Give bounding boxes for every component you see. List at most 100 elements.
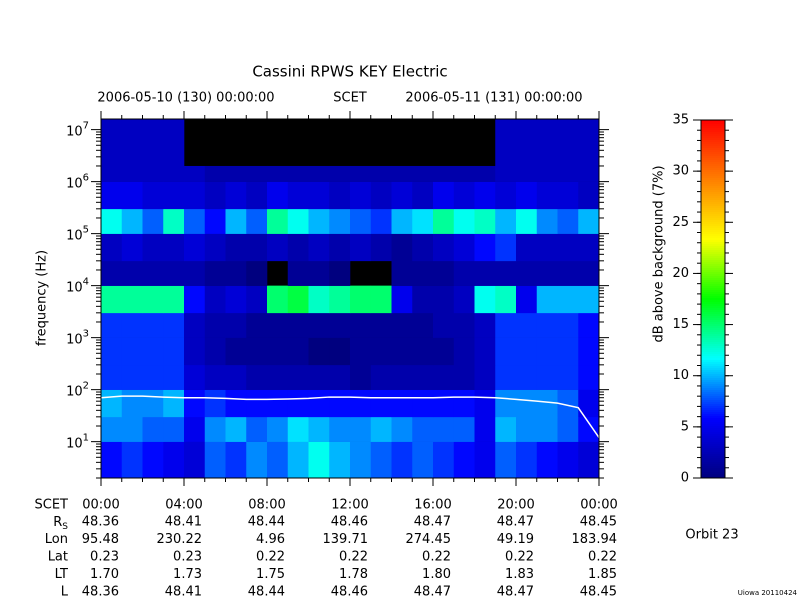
spectrogram-cell — [267, 389, 289, 418]
spectrogram-cell — [453, 337, 475, 366]
colorbar-swatch — [701, 414, 725, 417]
spectrogram-cell — [474, 285, 496, 314]
colorbar-swatch — [701, 460, 725, 463]
colorbar-swatch — [701, 324, 725, 327]
spectrogram-cell — [287, 337, 309, 366]
spectrogram-cell — [225, 416, 247, 442]
spectrogram-cell — [578, 208, 600, 234]
spectrogram-cell — [495, 312, 517, 338]
colorbar-swatch — [701, 316, 725, 319]
colorbar-swatch — [701, 246, 725, 249]
colorbar-swatch — [701, 130, 725, 133]
spectrogram-cell — [578, 416, 600, 442]
colorbar-swatch — [701, 168, 725, 171]
spectrogram-cell — [350, 312, 372, 338]
colorbar-swatch — [701, 226, 725, 229]
spectrogram-cell — [578, 389, 600, 418]
spectrogram-cell — [412, 285, 434, 314]
spectrogram-cell — [453, 233, 475, 262]
colorbar-swatch — [701, 300, 725, 303]
colorbar-swatch — [701, 436, 725, 439]
spectrogram-cell — [246, 285, 268, 314]
spectrogram-cell — [474, 233, 496, 262]
spectrogram-cell — [495, 389, 517, 418]
spectrogram-cell — [246, 337, 268, 366]
colorbar-swatch — [701, 350, 725, 353]
spectrogram-cell — [412, 165, 434, 182]
ephemeris-value: 48.47 — [497, 515, 534, 530]
colorbar-swatch — [701, 328, 725, 331]
spectrogram-cell — [101, 312, 123, 338]
spectrogram-cell — [121, 260, 143, 286]
y-tick-label: 105 — [66, 225, 89, 244]
spectrogram-cell — [391, 233, 413, 262]
spectrogram-cell — [391, 441, 413, 479]
spectrogram-cell — [308, 364, 330, 390]
spectrogram-cell — [142, 312, 164, 338]
colorbar-swatch — [701, 476, 725, 479]
spectrogram-cell — [391, 181, 413, 210]
ephemeris-value: 48.41 — [165, 515, 202, 530]
spectrogram-cell — [516, 337, 538, 366]
spectrogram-cell — [142, 441, 164, 479]
colorbar-swatch — [701, 448, 725, 451]
spectrogram-cell — [536, 389, 558, 418]
ephemeris-value: 0.23 — [173, 550, 202, 565]
spectrogram-cell — [329, 181, 351, 210]
spectrogram-cell — [350, 337, 372, 366]
colorbar-swatch — [701, 330, 725, 333]
spectrogram-cell — [121, 416, 143, 442]
colorbar-swatch — [701, 170, 725, 173]
colorbar-swatch — [701, 474, 725, 477]
x-tick-label: 12:00 — [331, 498, 368, 513]
spectrogram-cell — [184, 165, 206, 182]
colorbar-swatch — [701, 332, 725, 335]
ephemeris-value: 48.46 — [331, 515, 368, 530]
colorbar-swatch — [701, 348, 725, 351]
colorbar-swatch — [701, 364, 725, 367]
spectrogram-cell — [536, 165, 558, 182]
colorbar-swatch — [701, 430, 725, 433]
spectrogram-cell — [350, 441, 372, 479]
spectrogram-cell — [246, 441, 268, 479]
colorbar-swatch — [701, 334, 725, 337]
spectrogram-cell — [516, 312, 538, 338]
spectrogram-cell — [536, 441, 558, 479]
spectrogram-cell — [329, 364, 351, 390]
colorbar-swatch — [701, 268, 725, 271]
colorbar-swatch — [701, 374, 725, 377]
colorbar-swatch — [701, 206, 725, 209]
spectrogram-cell — [516, 119, 538, 167]
colorbar-swatch — [701, 152, 725, 155]
spectrogram-cell — [267, 312, 289, 338]
spectrogram-cell — [142, 208, 164, 234]
ephemeris-label: Lon — [45, 532, 68, 547]
spectrogram-cell — [516, 285, 538, 314]
colorbar-swatch — [701, 124, 725, 127]
spectrogram-cell — [101, 181, 123, 210]
spectrogram-cell — [370, 441, 392, 479]
spectrogram-cell — [204, 285, 226, 314]
colorbar-swatch — [701, 456, 725, 459]
spectrogram-cell — [184, 441, 206, 479]
spectrogram-cell — [267, 364, 289, 390]
spectrogram-cell — [536, 337, 558, 366]
spectrogram-cell — [287, 165, 309, 182]
colorbar-swatch — [701, 392, 725, 395]
spectrogram-cell — [536, 119, 558, 167]
spectrogram-cell — [184, 208, 206, 234]
colorbar-swatch — [701, 306, 725, 309]
spectrogram-cell — [495, 119, 517, 167]
ephemeris-value: 48.44 — [248, 515, 285, 530]
spectrogram-cell — [308, 389, 330, 418]
spectrogram-cell — [433, 260, 455, 286]
colorbar-swatch — [701, 472, 725, 475]
colorbar-swatch — [701, 218, 725, 221]
colorbar-swatch — [701, 288, 725, 291]
spectrogram-cell — [412, 260, 434, 286]
colorbar-swatch — [701, 160, 725, 163]
colorbar-swatch — [701, 450, 725, 453]
colorbar-swatch — [701, 400, 725, 403]
ephemeris-value: 1.75 — [256, 567, 285, 582]
ephemeris-value: 48.36 — [82, 515, 119, 530]
